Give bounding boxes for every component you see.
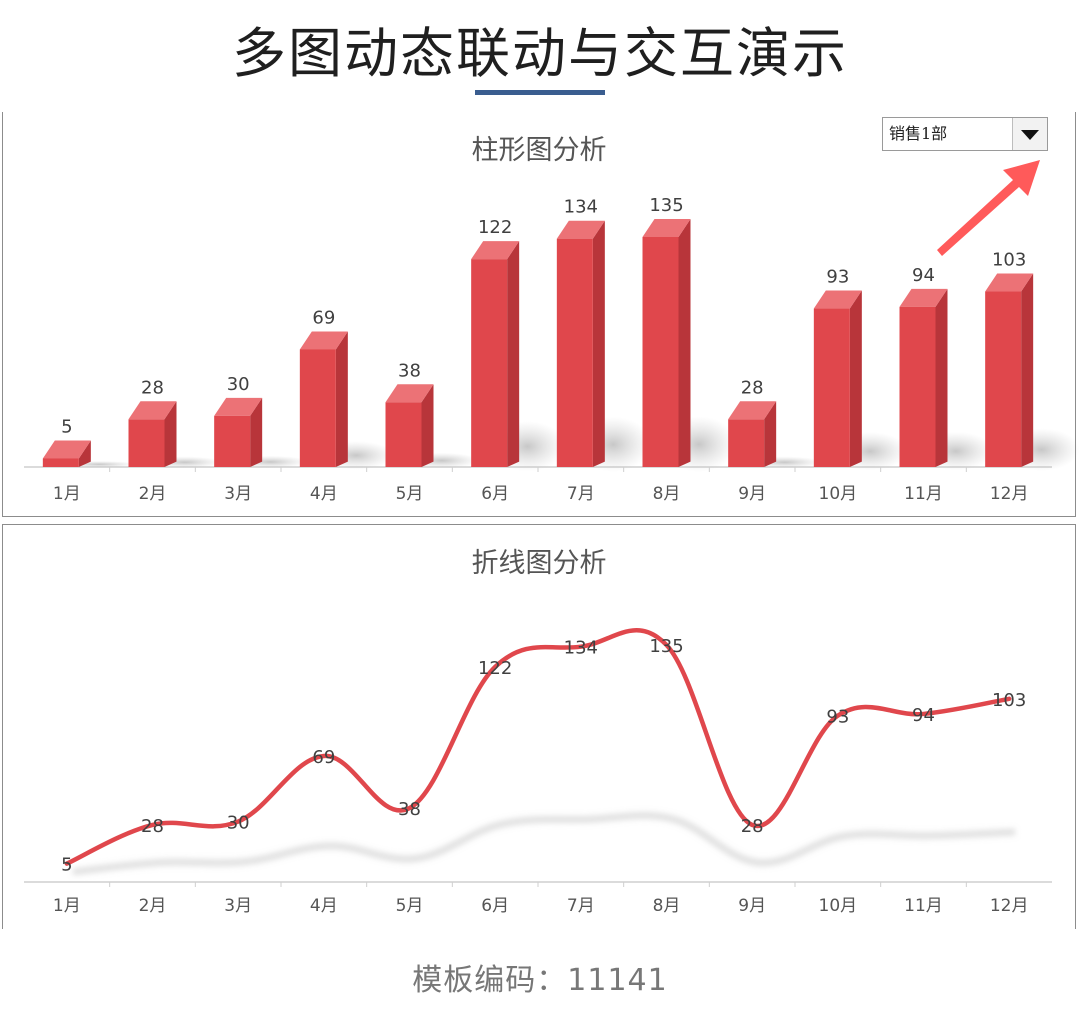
- bar-top: [214, 397, 263, 416]
- bar-x-tick-label: 11月: [904, 484, 943, 504]
- dropdown-toggle-button[interactable]: [1012, 118, 1047, 150]
- bar-top: [813, 290, 862, 309]
- bar-x-tick-label: 1月: [53, 484, 81, 504]
- bar-top: [128, 401, 177, 420]
- bar-top: [899, 288, 948, 307]
- bar-data-label: 94: [912, 265, 935, 286]
- bar: [813, 308, 850, 467]
- bar-side: [1021, 273, 1034, 467]
- bar: [899, 306, 936, 467]
- bar-side: [592, 220, 605, 467]
- bar-data-label: 28: [141, 377, 164, 398]
- bar-top: [556, 220, 605, 239]
- bar-top: [642, 219, 691, 237]
- bar-side: [678, 219, 691, 467]
- bar-x-tick-label: 2月: [139, 484, 167, 504]
- line-data-label: 93: [826, 707, 849, 728]
- line-data-label: 28: [741, 816, 764, 837]
- line-series: [64, 628, 1012, 866]
- bar-x-tick-label: 3月: [224, 484, 252, 504]
- bar: [214, 415, 251, 467]
- bar-x-tick-label: 9月: [738, 484, 766, 504]
- line-data-label: 28: [141, 816, 164, 837]
- bar-x-tick-label: 12月: [990, 484, 1029, 504]
- line-shadow: [72, 811, 1016, 876]
- line-data-label: 94: [912, 705, 935, 726]
- bar-top: [985, 273, 1034, 292]
- bar-top: [299, 331, 348, 350]
- bar-data-label: 93: [826, 267, 849, 288]
- line-x-tick-label: 2月: [139, 896, 167, 916]
- bar-data-label: 30: [227, 374, 250, 395]
- bar-side: [507, 241, 520, 467]
- bar-data-label: 135: [649, 195, 683, 216]
- line-x-tick-label: 4月: [310, 896, 338, 916]
- bar-side: [764, 401, 777, 467]
- bar-top: [385, 384, 434, 403]
- line-data-label: 69: [312, 747, 335, 768]
- template-code: 模板编码：11141: [412, 963, 668, 998]
- dropdown-selected-value: 销售1部: [889, 124, 948, 143]
- bar-top: [471, 241, 520, 260]
- bar-data-label: 134: [564, 197, 598, 218]
- bar-data-label: 5: [61, 416, 72, 437]
- bar: [471, 259, 508, 467]
- line-chart-title: 折线图分析: [471, 548, 607, 579]
- line-data-label: 5: [61, 855, 72, 876]
- bar: [985, 291, 1022, 467]
- bar-side: [164, 401, 177, 467]
- bar-x-tick-label: 8月: [653, 484, 681, 504]
- bar-top: [728, 401, 777, 420]
- line-x-tick-label: 3月: [224, 896, 252, 916]
- line-data-label: 30: [227, 813, 250, 834]
- bar-side: [421, 384, 434, 467]
- title-underline: [475, 90, 605, 95]
- line-x-tick-label: 8月: [653, 896, 681, 916]
- page-title: 多图动态联动与交互演示: [232, 22, 848, 85]
- line-x-tick-label: 6月: [481, 896, 509, 916]
- bar: [299, 349, 336, 467]
- bar-x-tick-label: 4月: [310, 484, 338, 504]
- bar: [556, 238, 593, 467]
- line-x-tick-label: 7月: [567, 896, 595, 916]
- bar: [642, 237, 679, 467]
- bar-data-label: 122: [478, 217, 512, 238]
- line-data-label: 134: [564, 638, 598, 659]
- callout-arrow: [937, 160, 1040, 256]
- bar: [42, 458, 79, 467]
- bar-side: [335, 331, 348, 467]
- bar-data-label: 103: [992, 250, 1026, 271]
- bar-x-tick-label: 7月: [567, 484, 595, 504]
- line-x-tick-label: 12月: [990, 896, 1029, 916]
- line-data-label: 122: [478, 658, 512, 679]
- bar: [128, 419, 165, 467]
- bar-side: [250, 397, 263, 467]
- line-x-tick-label: 10月: [819, 896, 858, 916]
- caret-down-icon: [1021, 130, 1039, 140]
- bar: [728, 419, 765, 467]
- department-dropdown[interactable]: 销售1部: [882, 117, 1048, 151]
- line-data-label: 103: [992, 690, 1026, 711]
- bar-x-tick-label: 6月: [481, 484, 509, 504]
- bar: [385, 402, 422, 467]
- line-x-tick-label: 5月: [396, 896, 424, 916]
- bar-data-label: 69: [312, 307, 335, 328]
- bar-x-tick-label: 5月: [396, 484, 424, 504]
- bar-top: [42, 440, 91, 459]
- bar-side: [935, 288, 948, 467]
- bar-data-label: 38: [398, 360, 421, 381]
- line-x-tick-label: 1月: [53, 896, 81, 916]
- line-data-label: 38: [398, 799, 421, 820]
- line-x-tick-label: 9月: [738, 896, 766, 916]
- bar-chart-title: 柱形图分析: [471, 135, 607, 166]
- line-x-tick-label: 11月: [904, 896, 943, 916]
- line-data-label: 135: [649, 636, 683, 657]
- bar-side: [849, 290, 862, 467]
- bar-side: [78, 440, 91, 467]
- bar-data-label: 28: [741, 377, 764, 398]
- bar-x-tick-label: 10月: [819, 484, 858, 504]
